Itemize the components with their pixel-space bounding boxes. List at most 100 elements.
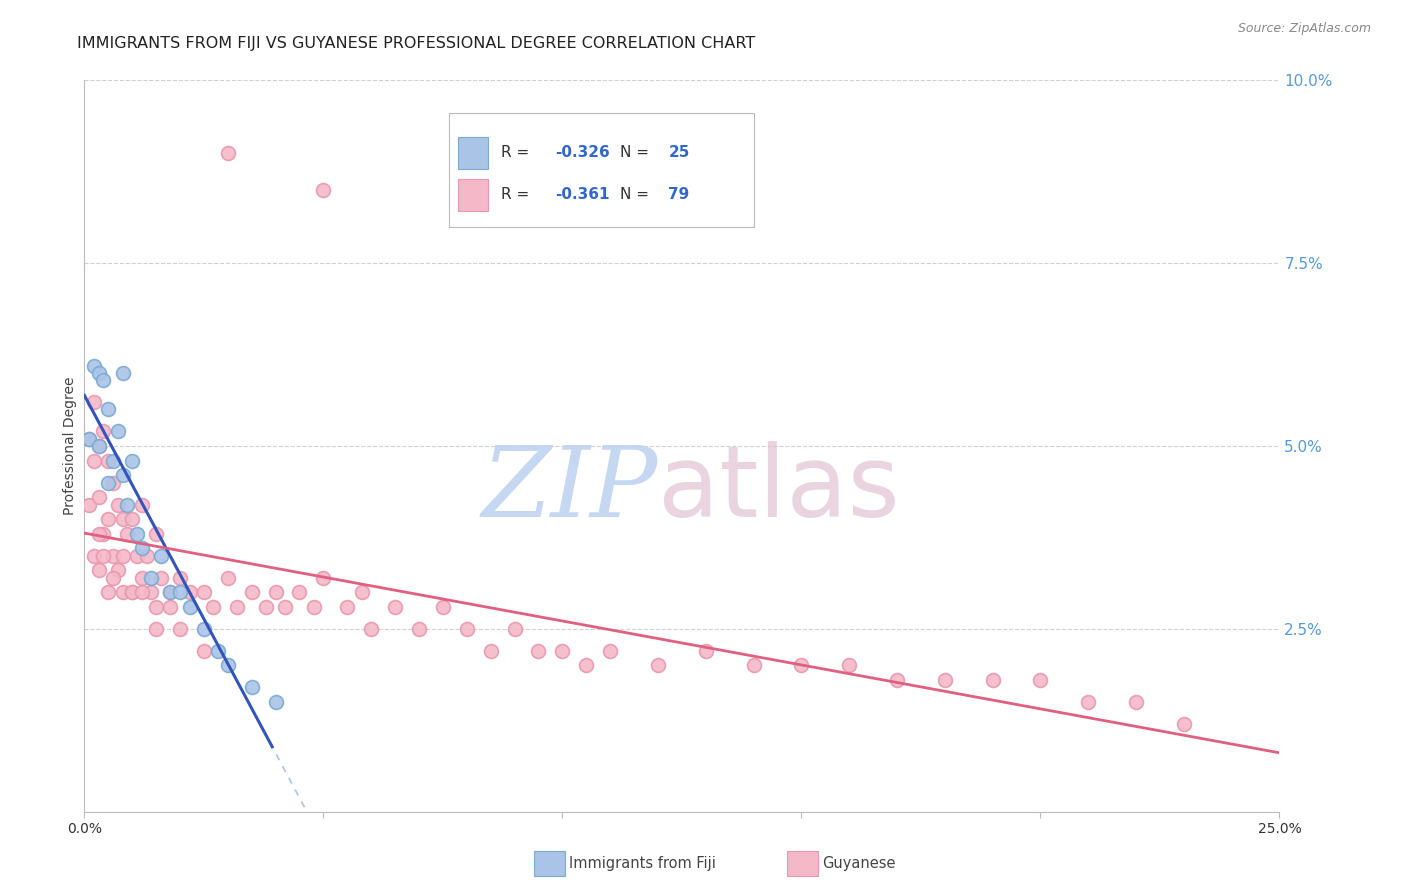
Point [479, 644, 502, 658]
Text: 79: 79 [668, 187, 689, 202]
Point [169, 571, 191, 585]
Point [83, 395, 105, 409]
Point [695, 644, 717, 658]
Point [551, 644, 574, 658]
Point [599, 644, 621, 658]
Point [97, 585, 120, 599]
Text: R =: R = [501, 145, 534, 161]
Point [145, 622, 167, 636]
Point [149, 571, 172, 585]
Point [336, 599, 359, 614]
Point [217, 571, 239, 585]
Point [83, 453, 105, 467]
Text: N =: N = [620, 187, 654, 202]
Point [169, 585, 191, 599]
Point [179, 585, 201, 599]
Point [117, 498, 139, 512]
Text: atlas: atlas [658, 442, 900, 539]
Point [101, 571, 124, 585]
Point [274, 599, 297, 614]
Point [111, 549, 134, 563]
Point [131, 541, 153, 556]
Point [159, 585, 181, 599]
Point [179, 599, 201, 614]
Point [145, 526, 167, 541]
Point [350, 585, 373, 599]
Point [202, 599, 225, 614]
Text: Guyanese: Guyanese [823, 856, 896, 871]
Point [111, 366, 134, 380]
Point [527, 644, 550, 658]
Text: ZIP: ZIP [482, 442, 658, 538]
Point [193, 644, 215, 658]
Point [111, 585, 134, 599]
Text: Immigrants from Fiji: Immigrants from Fiji [569, 856, 716, 871]
Point [207, 644, 229, 658]
Point [981, 673, 1004, 687]
Point [302, 599, 325, 614]
Point [159, 599, 181, 614]
Point [886, 673, 908, 687]
Point [135, 549, 157, 563]
Text: -0.326: -0.326 [555, 145, 610, 161]
Point [217, 658, 239, 673]
Point [456, 622, 478, 636]
Point [503, 622, 526, 636]
Text: IMMIGRANTS FROM FIJI VS GUYANESE PROFESSIONAL DEGREE CORRELATION CHART: IMMIGRANTS FROM FIJI VS GUYANESE PROFESS… [77, 36, 755, 51]
Point [83, 549, 105, 563]
Bar [458, 179, 488, 211]
Point [77, 432, 100, 446]
Point [360, 622, 382, 636]
Point [1077, 695, 1099, 709]
Point [240, 585, 263, 599]
Point [77, 498, 100, 512]
Point [97, 453, 120, 467]
Point [111, 468, 134, 483]
Text: -0.361: -0.361 [555, 187, 610, 202]
Point [83, 359, 105, 373]
Point [87, 490, 110, 504]
Point [93, 425, 115, 439]
Point [77, 432, 100, 446]
Point [125, 549, 148, 563]
Point [1029, 673, 1052, 687]
Point [575, 658, 598, 673]
Point [934, 673, 956, 687]
Point [647, 658, 669, 673]
Point [97, 402, 120, 417]
Point [93, 526, 115, 541]
Y-axis label: Professional Degree: Professional Degree [63, 376, 77, 516]
Point [145, 599, 167, 614]
Point [87, 366, 110, 380]
Text: N =: N = [620, 145, 654, 161]
Point [93, 549, 115, 563]
Point [217, 146, 239, 161]
Point [111, 512, 134, 526]
Point [193, 622, 215, 636]
Point [97, 512, 120, 526]
FancyBboxPatch shape [449, 113, 754, 227]
Point [264, 585, 287, 599]
Point [131, 585, 153, 599]
Point [121, 512, 143, 526]
Text: 25: 25 [668, 145, 690, 161]
Point [1125, 695, 1147, 709]
Point [117, 526, 139, 541]
Point [254, 599, 277, 614]
Point [101, 453, 124, 467]
Point [790, 658, 813, 673]
Point [107, 425, 129, 439]
Point [121, 585, 143, 599]
Point [131, 498, 153, 512]
Point [1173, 717, 1195, 731]
Point [159, 585, 181, 599]
Point [101, 475, 124, 490]
Point [432, 599, 454, 614]
Point [264, 695, 287, 709]
Point [408, 622, 430, 636]
Point [226, 599, 249, 614]
Point [384, 599, 406, 614]
Point [121, 453, 143, 467]
Point [107, 563, 129, 577]
Point [87, 439, 110, 453]
